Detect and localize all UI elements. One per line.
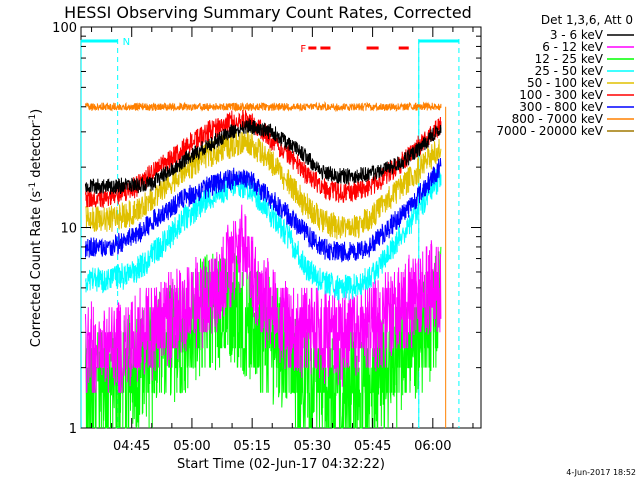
- x-tick-label-1: 05:00: [173, 439, 210, 454]
- footer-date: 4-Jun-2017 18:52: [566, 468, 636, 477]
- legend-label-0: 3 - 6 keV: [550, 28, 604, 42]
- x-tick-label-3: 05:30: [294, 439, 331, 454]
- y-tick-label-1: 10: [60, 222, 77, 237]
- x-tick-label-2: 05:15: [233, 439, 270, 454]
- legend-label-5: 100 - 300 keV: [519, 88, 603, 102]
- series-line-3: [85, 169, 442, 301]
- n-flag-label: N: [123, 37, 130, 48]
- y-axis-label: Corrected Count Rate (s-1 detector-1): [28, 109, 44, 347]
- x-tick-label-5: 06:00: [414, 439, 451, 454]
- series-line-6: [85, 157, 442, 263]
- y-axis-ticks: 1 10 100: [52, 21, 481, 437]
- legend-label-6: 300 - 800 keV: [519, 100, 603, 114]
- x-tick-label-0: 04:45: [113, 439, 150, 454]
- y-axis-label-end: ): [29, 109, 44, 114]
- series-line-4: [85, 129, 442, 240]
- series-line-0: [85, 118, 442, 195]
- f-flag-label: F: [300, 44, 306, 55]
- legend-header: Det 1,3,6, Att 0: [541, 13, 633, 27]
- series-layer: [85, 101, 447, 429]
- series-line-7: [85, 101, 442, 113]
- series-line-1: [85, 204, 442, 393]
- y-axis-label-mid: detector: [29, 122, 44, 182]
- legend-label-1: 6 - 12 keV: [542, 40, 604, 54]
- chart-title: HESSI Observing Summary Count Rates, Cor…: [64, 3, 472, 22]
- legend-label-8: 7000 - 20000 keV: [496, 124, 603, 138]
- legend-label-2: 12 - 25 keV: [535, 52, 604, 66]
- x-axis-label: Start Time (02-Jun-17 04:32:22): [177, 457, 385, 472]
- y-tick-label-2: 100: [52, 21, 77, 36]
- y-axis-label-main: Corrected Count Rate (s: [29, 191, 44, 348]
- x-axis-ticks: 04:45 05:00 05:15 05:30 05:45 06:00: [91, 27, 474, 454]
- legend-label-7: 800 - 7000 keV: [512, 112, 604, 126]
- y-axis-label-sup1: -1: [28, 182, 38, 191]
- y-axis-label-sup2: -1: [28, 114, 38, 123]
- y-tick-label-0: 1: [69, 422, 77, 437]
- legend-label-4: 50 - 100 keV: [527, 76, 604, 90]
- legend-label-3: 25 - 50 keV: [535, 64, 604, 78]
- x-tick-label-4: 05:45: [354, 439, 391, 454]
- flag-layer: NF: [81, 37, 459, 55]
